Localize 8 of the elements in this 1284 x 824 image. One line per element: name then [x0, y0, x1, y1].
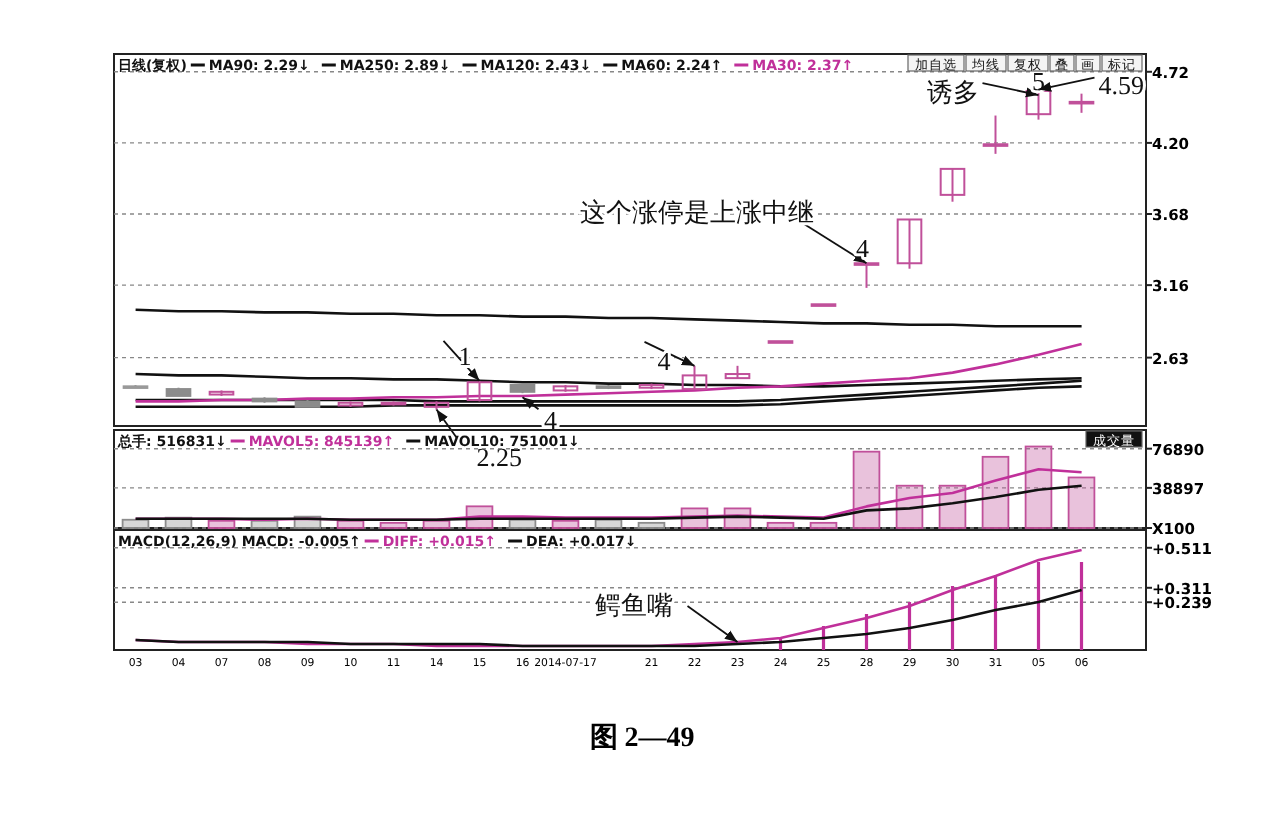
annotation: 这个涨停是上涨中继 — [579, 197, 814, 228]
x-axis-title: 图 2—49 — [589, 722, 695, 754]
annotation: 4 — [856, 233, 870, 264]
annotation: 诱多 — [926, 77, 979, 108]
annotation: 4 — [657, 345, 672, 376]
annotation: 1 — [458, 340, 472, 371]
annotation: 鳄鱼嘴 — [594, 590, 673, 620]
annotation: 4.59 — [1098, 69, 1144, 100]
